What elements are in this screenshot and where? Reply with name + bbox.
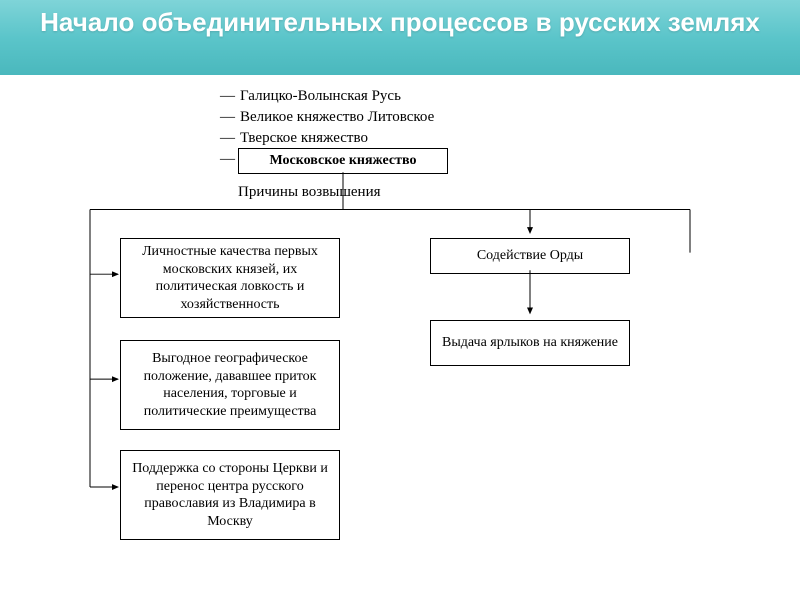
page-title: Начало объединительных процессов в русск…: [0, 8, 800, 38]
reason-text: Выгодное географическое положение, давав…: [129, 350, 331, 420]
reason-text: Личностные качества первых московских кн…: [129, 243, 331, 313]
reason-box: Содействие Орды: [430, 238, 630, 274]
main-box: Московское княжество: [238, 148, 448, 174]
reason-text: Поддержка со стороны Церкви и перенос це…: [129, 460, 331, 530]
reason-text: Содействие Орды: [477, 247, 583, 265]
reason-text: Выдача ярлыков на княжение: [442, 334, 618, 352]
reason-box: Личностные качества первых московских кн…: [120, 238, 340, 318]
main-box-label: Московское княжество: [270, 152, 417, 170]
list-item: —Тверское княжество: [220, 128, 434, 149]
list-item-label: Галицко-Волынская Русь: [240, 88, 401, 104]
reason-box: Выгодное географическое положение, давав…: [120, 340, 340, 430]
list-item: —Галицко-Волынская Русь: [220, 86, 434, 107]
list-item-label: Великое княжество Литовское: [240, 109, 434, 125]
sub-label: Причины возвышения: [238, 184, 381, 201]
list-item: —Великое княжество Литовское: [220, 107, 434, 128]
list-item-label: Тверское княжество: [240, 130, 368, 146]
reason-box: Поддержка со стороны Церкви и перенос це…: [120, 450, 340, 540]
diagram-area: —Галицко-Волынская Русь —Великое княжест…: [60, 80, 740, 590]
reason-box: Выдача ярлыков на княжение: [430, 320, 630, 366]
